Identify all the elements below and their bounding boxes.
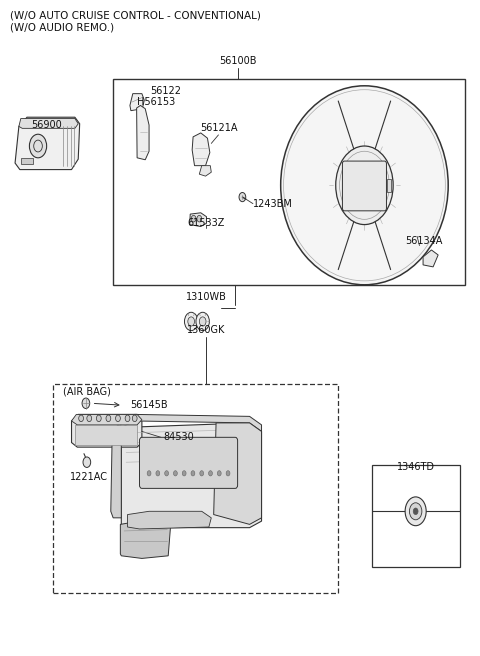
- Text: (W/O AUTO CRUISE CONTROL - CONVENTIONAL): (W/O AUTO CRUISE CONTROL - CONVENTIONAL): [10, 10, 261, 20]
- Circle shape: [336, 146, 393, 224]
- FancyBboxPatch shape: [342, 161, 386, 211]
- Circle shape: [116, 415, 120, 422]
- Circle shape: [191, 215, 196, 222]
- Text: 56122: 56122: [150, 86, 181, 96]
- Polygon shape: [192, 133, 210, 166]
- Circle shape: [199, 317, 206, 326]
- Circle shape: [405, 497, 426, 525]
- Text: (W/O AUDIO REMO.): (W/O AUDIO REMO.): [10, 22, 114, 32]
- Circle shape: [409, 502, 422, 520]
- Polygon shape: [214, 423, 262, 524]
- Polygon shape: [111, 425, 121, 518]
- Text: 61533Z: 61533Z: [188, 218, 225, 228]
- Text: 56145B: 56145B: [130, 400, 168, 410]
- Text: 56100B: 56100B: [219, 56, 256, 66]
- Circle shape: [79, 415, 84, 422]
- Circle shape: [173, 471, 177, 476]
- Bar: [53, 384, 338, 593]
- Text: 56134A: 56134A: [406, 236, 443, 245]
- Polygon shape: [190, 213, 206, 226]
- Circle shape: [209, 471, 213, 476]
- Polygon shape: [15, 117, 80, 170]
- Circle shape: [184, 312, 198, 331]
- Circle shape: [182, 471, 186, 476]
- Circle shape: [83, 457, 91, 468]
- Circle shape: [96, 415, 101, 422]
- Circle shape: [196, 312, 209, 331]
- Polygon shape: [72, 415, 142, 447]
- Text: H56153: H56153: [137, 96, 175, 107]
- Circle shape: [197, 215, 202, 222]
- Text: 56900: 56900: [31, 120, 61, 131]
- Text: 1221AC: 1221AC: [70, 472, 108, 482]
- Polygon shape: [387, 178, 391, 192]
- Bar: [372, 466, 460, 567]
- Circle shape: [165, 471, 168, 476]
- Text: 1360GK: 1360GK: [187, 325, 226, 335]
- Circle shape: [413, 508, 418, 514]
- Ellipse shape: [281, 86, 448, 285]
- Polygon shape: [137, 106, 149, 160]
- Circle shape: [239, 192, 246, 201]
- Circle shape: [147, 471, 151, 476]
- Polygon shape: [121, 423, 262, 527]
- Polygon shape: [120, 521, 170, 558]
- Text: 56121A: 56121A: [200, 123, 237, 133]
- Circle shape: [217, 471, 221, 476]
- Circle shape: [82, 398, 90, 409]
- Circle shape: [191, 471, 195, 476]
- Bar: [113, 79, 465, 285]
- Polygon shape: [19, 119, 78, 129]
- Text: 84530: 84530: [163, 432, 194, 442]
- Circle shape: [188, 317, 194, 326]
- Circle shape: [156, 471, 160, 476]
- Polygon shape: [130, 94, 144, 111]
- Bar: [75, 425, 137, 445]
- Bar: [21, 158, 33, 165]
- Text: (AIR BAG): (AIR BAG): [63, 386, 111, 396]
- Circle shape: [87, 415, 92, 422]
- Circle shape: [226, 471, 230, 476]
- Polygon shape: [120, 415, 262, 432]
- Polygon shape: [423, 250, 438, 267]
- Circle shape: [132, 415, 137, 422]
- Circle shape: [106, 415, 111, 422]
- Circle shape: [29, 134, 47, 158]
- Polygon shape: [128, 511, 211, 529]
- Circle shape: [200, 471, 204, 476]
- Text: 1243BM: 1243BM: [253, 199, 293, 209]
- Polygon shape: [199, 166, 211, 176]
- Text: 1310WB: 1310WB: [186, 292, 227, 302]
- Text: 1346TD: 1346TD: [396, 462, 435, 472]
- Polygon shape: [72, 415, 142, 425]
- Circle shape: [125, 415, 130, 422]
- FancyBboxPatch shape: [140, 438, 238, 488]
